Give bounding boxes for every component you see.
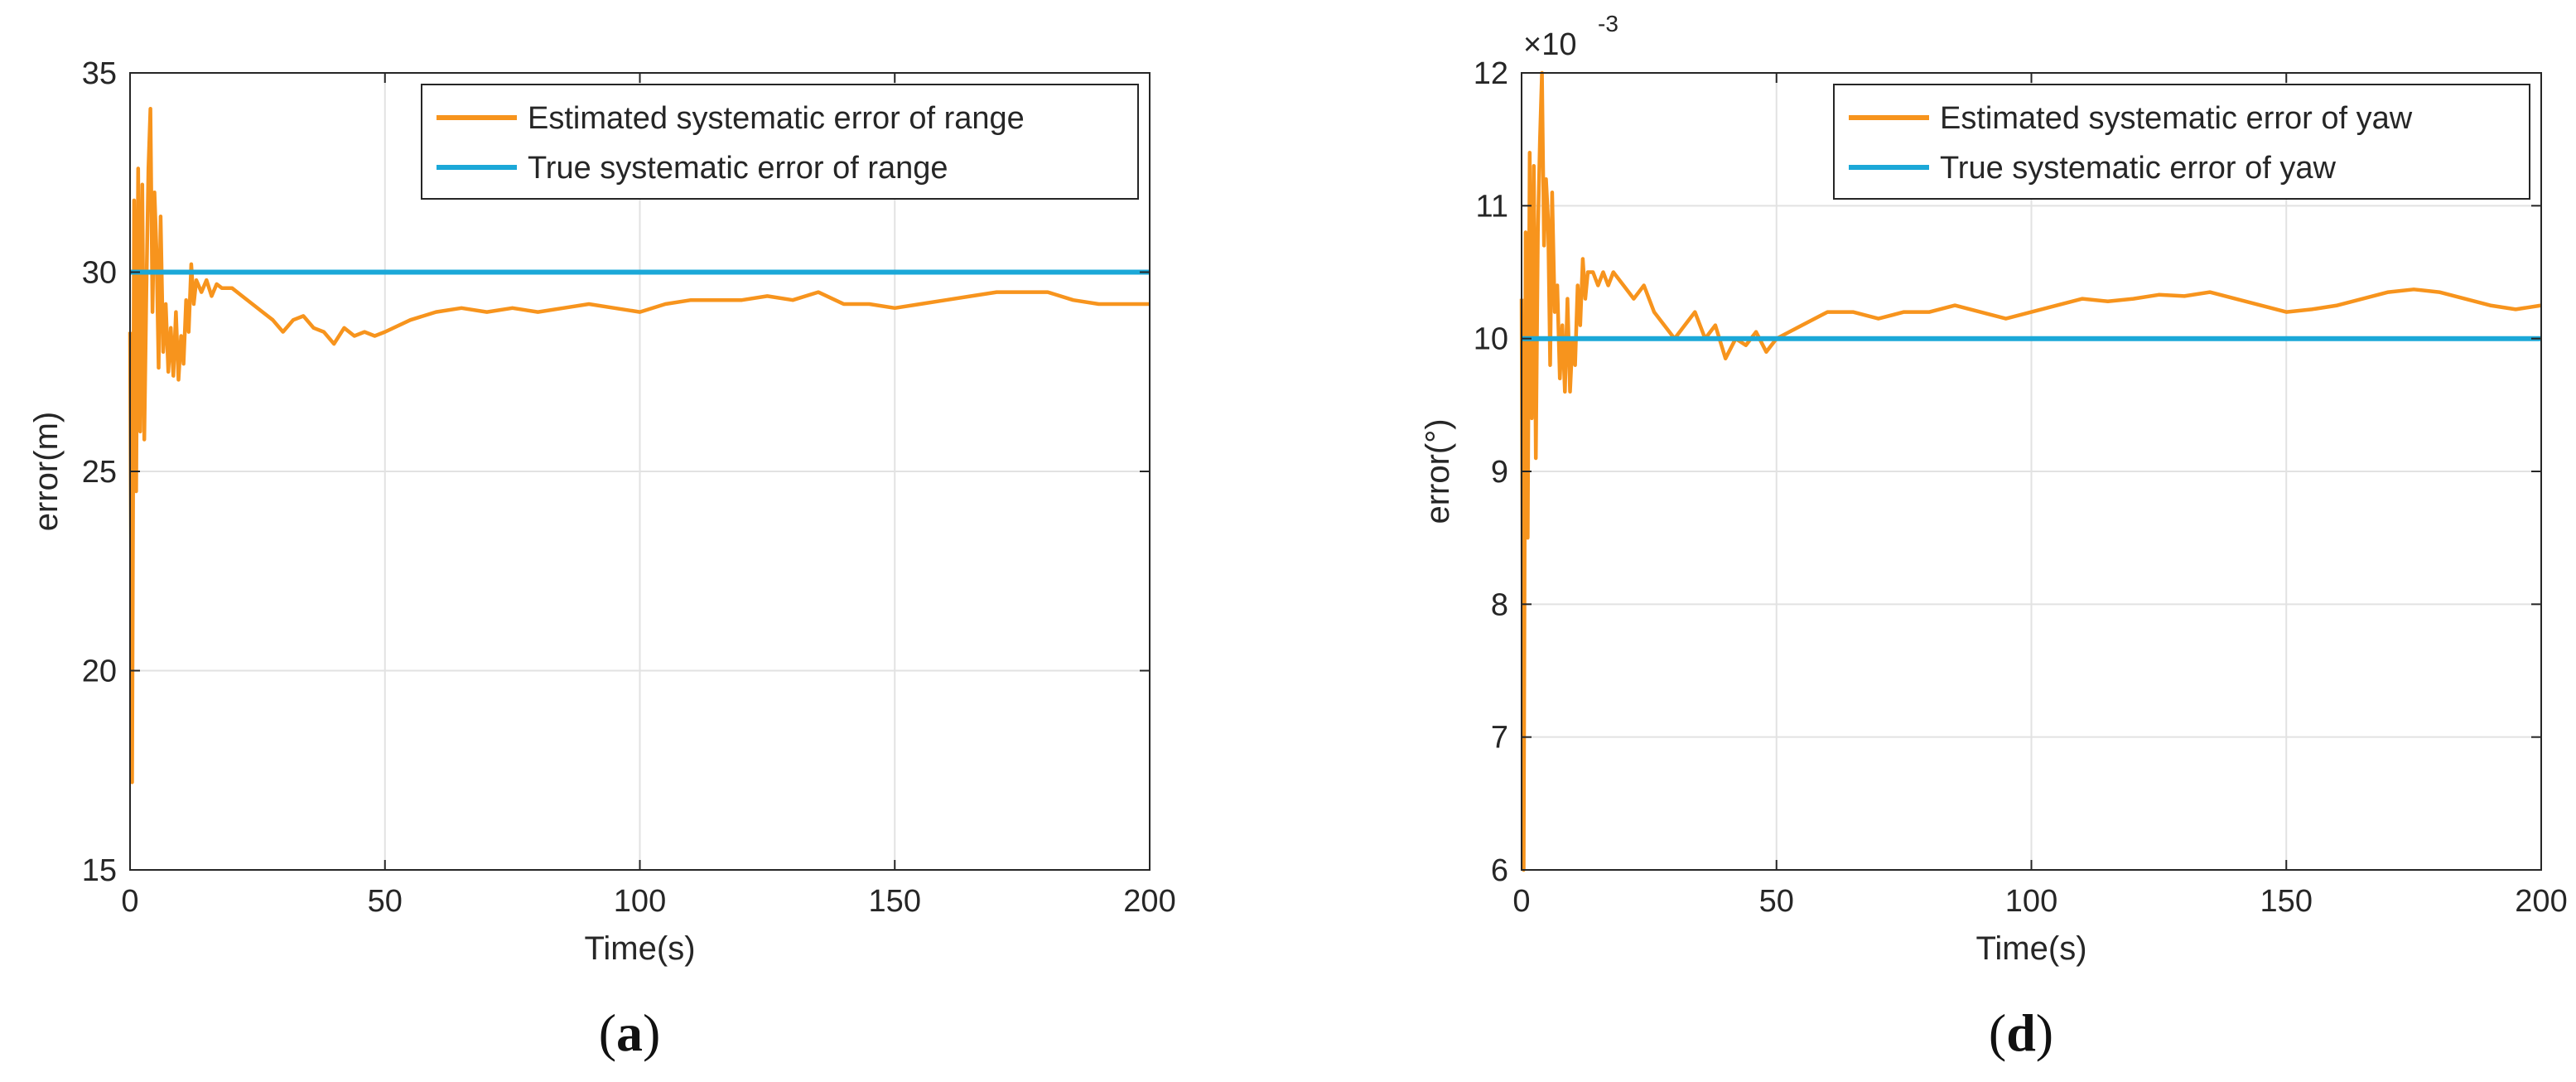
caption-close: ) <box>643 1003 660 1062</box>
y-exponent-power: -3 <box>1598 11 1618 36</box>
chart-panel-a: 0 50 100 150 200 15 20 25 30 35 Time(s) error(m) Est… <box>28 56 1176 1062</box>
x-tick-label: 150 <box>869 884 921 919</box>
legend-entry: True systematic error of yaw <box>1940 151 2336 186</box>
legend-entry: Estimated systematic error of yaw <box>1940 101 2413 136</box>
chart-panel-d: 0 50 100 150 200 6 7 8 9 10 11 12 ×10 -3 Time(s) error(… <box>1420 11 2568 1062</box>
y-tick-label: 6 <box>1491 853 1508 888</box>
x-tick-label: 200 <box>1123 884 1175 919</box>
y-tick-label: 20 <box>82 655 117 689</box>
panel-caption: (a) <box>599 1003 661 1062</box>
x-tick-label: 0 <box>1512 884 1530 919</box>
y-tick-label: 25 <box>82 455 117 490</box>
y-tick-label: 12 <box>1474 56 1508 91</box>
x-tick-label: 50 <box>368 884 403 919</box>
x-tick-label: 0 <box>121 884 138 919</box>
y-tick-label: 8 <box>1491 587 1508 622</box>
y-tick-label: 10 <box>1474 322 1508 357</box>
y-tick-label: 9 <box>1491 455 1508 490</box>
caption-letter: d <box>2006 1003 2036 1062</box>
caption-open: ( <box>599 1003 616 1062</box>
caption-close: ) <box>2036 1003 2053 1062</box>
legend-box <box>1833 84 2530 200</box>
x-tick-label: 100 <box>614 884 666 919</box>
caption-open: ( <box>1989 1003 2006 1062</box>
legend-entry: True systematic error of range <box>528 151 948 186</box>
y-exponent-label: ×10 <box>1523 27 1576 62</box>
x-axis-label: Time(s) <box>584 930 695 967</box>
y-tick-label: 11 <box>1476 189 1508 224</box>
y-axis-label: error(m) <box>28 412 65 531</box>
x-tick-label: 200 <box>2515 884 2567 919</box>
y-tick-label: 7 <box>1491 721 1508 756</box>
legend-entry: Estimated systematic error of range <box>528 101 1025 136</box>
panel-caption: (d) <box>1989 1003 2053 1062</box>
y-tick-label: 15 <box>82 853 117 888</box>
x-axis-label: Time(s) <box>1975 930 2086 967</box>
x-tick-label: 100 <box>2005 884 2057 919</box>
caption-letter: a <box>616 1003 643 1062</box>
y-tick-label: 35 <box>82 56 117 91</box>
legend-box <box>421 84 1139 200</box>
y-tick-label: 30 <box>82 256 117 291</box>
x-tick-label: 150 <box>2260 884 2313 919</box>
series-line-estimated <box>128 107 1150 785</box>
x-tick-label: 50 <box>1759 884 1794 919</box>
y-axis-label: error(°) <box>1420 418 1456 524</box>
